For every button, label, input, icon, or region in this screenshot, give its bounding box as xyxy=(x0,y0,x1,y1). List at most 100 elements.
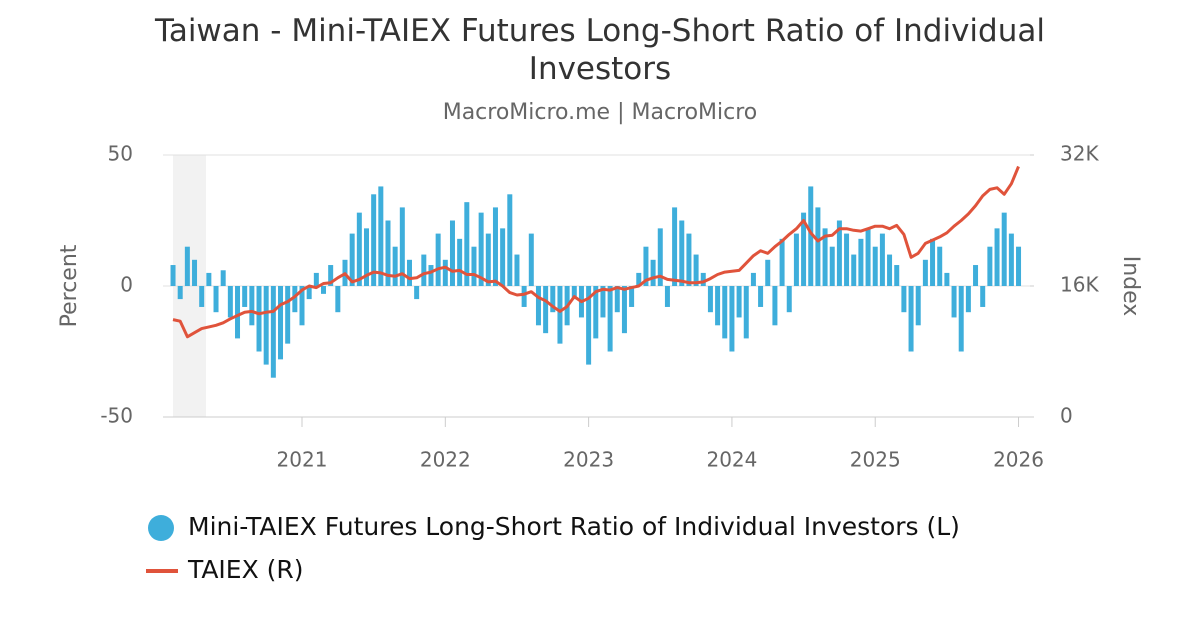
bar xyxy=(722,286,728,339)
bar xyxy=(270,286,276,378)
x-tick-label: 2024 xyxy=(706,448,757,472)
bar xyxy=(328,265,334,286)
bar xyxy=(908,286,914,352)
bar xyxy=(184,246,190,286)
y2-tick-label: 16K xyxy=(1060,273,1099,297)
bar xyxy=(206,272,212,286)
bar xyxy=(335,286,341,313)
bar xyxy=(607,286,613,352)
bar xyxy=(177,286,183,300)
bar xyxy=(858,238,864,286)
y-axis-title: Percent xyxy=(57,244,82,327)
y2-tick-label: 32K xyxy=(1060,142,1099,166)
legend-label: TAIEX (R) xyxy=(187,555,304,584)
bar xyxy=(435,233,441,286)
legend-marker xyxy=(148,515,174,541)
bar xyxy=(772,286,778,326)
bar xyxy=(636,272,642,286)
bar xyxy=(213,286,219,313)
bar xyxy=(586,286,592,365)
bar xyxy=(356,212,362,286)
bar xyxy=(686,233,692,286)
bar xyxy=(872,246,878,286)
bar xyxy=(944,272,950,286)
bar xyxy=(543,286,549,334)
bar xyxy=(535,286,541,326)
bar xyxy=(557,286,563,344)
bar xyxy=(707,286,713,313)
bar xyxy=(1008,233,1014,286)
bar xyxy=(1016,246,1022,286)
bar xyxy=(192,259,198,286)
bar xyxy=(571,286,577,300)
bar xyxy=(894,265,900,286)
bar xyxy=(736,286,742,318)
bar xyxy=(378,186,384,286)
bar xyxy=(664,286,670,307)
bar xyxy=(406,259,412,286)
bar xyxy=(829,246,835,286)
x-tick-label: 2023 xyxy=(563,448,614,472)
bar xyxy=(965,286,971,313)
bar xyxy=(887,254,893,286)
bar xyxy=(793,233,799,286)
bar xyxy=(922,259,928,286)
bar xyxy=(851,254,857,286)
bar xyxy=(614,286,620,313)
bar xyxy=(471,246,477,286)
bar xyxy=(442,259,448,286)
chart-title: Taiwan - Mini-TAIEX Futures Long-Short R… xyxy=(155,13,1045,87)
bar xyxy=(808,186,814,286)
bar xyxy=(865,228,871,286)
bar xyxy=(371,194,377,286)
bar xyxy=(937,246,943,286)
bar xyxy=(428,265,434,286)
bar xyxy=(901,286,907,313)
bar xyxy=(822,228,828,286)
bar xyxy=(765,259,771,286)
bar xyxy=(801,212,807,286)
bar xyxy=(478,212,484,286)
bar xyxy=(786,286,792,313)
bar xyxy=(879,233,885,286)
bar xyxy=(363,228,369,286)
bar xyxy=(514,254,520,286)
bar xyxy=(629,286,635,307)
legend-label: Mini-TAIEX Futures Long-Short Ratio of I… xyxy=(188,512,960,541)
bar xyxy=(758,286,764,307)
bar xyxy=(227,286,233,318)
bar xyxy=(779,238,785,286)
bar xyxy=(321,286,327,294)
bar xyxy=(980,286,986,307)
bar xyxy=(235,286,241,339)
x-tick-label: 2025 xyxy=(850,448,901,472)
x-tick-label: 2026 xyxy=(993,448,1044,472)
bar xyxy=(263,286,269,365)
line xyxy=(172,165,1020,339)
bar xyxy=(170,265,176,286)
bar xyxy=(385,220,391,286)
bar xyxy=(994,228,1000,286)
bar xyxy=(951,286,957,318)
bar xyxy=(457,238,463,286)
bar xyxy=(485,233,491,286)
bar xyxy=(657,228,663,286)
bar xyxy=(521,286,527,307)
bar xyxy=(679,220,685,286)
bar xyxy=(987,246,993,286)
bar xyxy=(292,286,298,313)
bar xyxy=(299,286,305,326)
bar xyxy=(815,207,821,286)
bar xyxy=(278,286,284,360)
y2-tick-label: 0 xyxy=(1060,404,1073,428)
bar xyxy=(285,286,291,344)
bar xyxy=(256,286,262,352)
bar xyxy=(729,286,735,352)
x-tick-label: 2022 xyxy=(420,448,471,472)
bar xyxy=(973,265,979,286)
chart-subtitle: MacroMicro.me | MacroMicro xyxy=(442,100,758,125)
bar xyxy=(650,259,656,286)
bar xyxy=(693,254,699,286)
bar xyxy=(528,233,534,286)
